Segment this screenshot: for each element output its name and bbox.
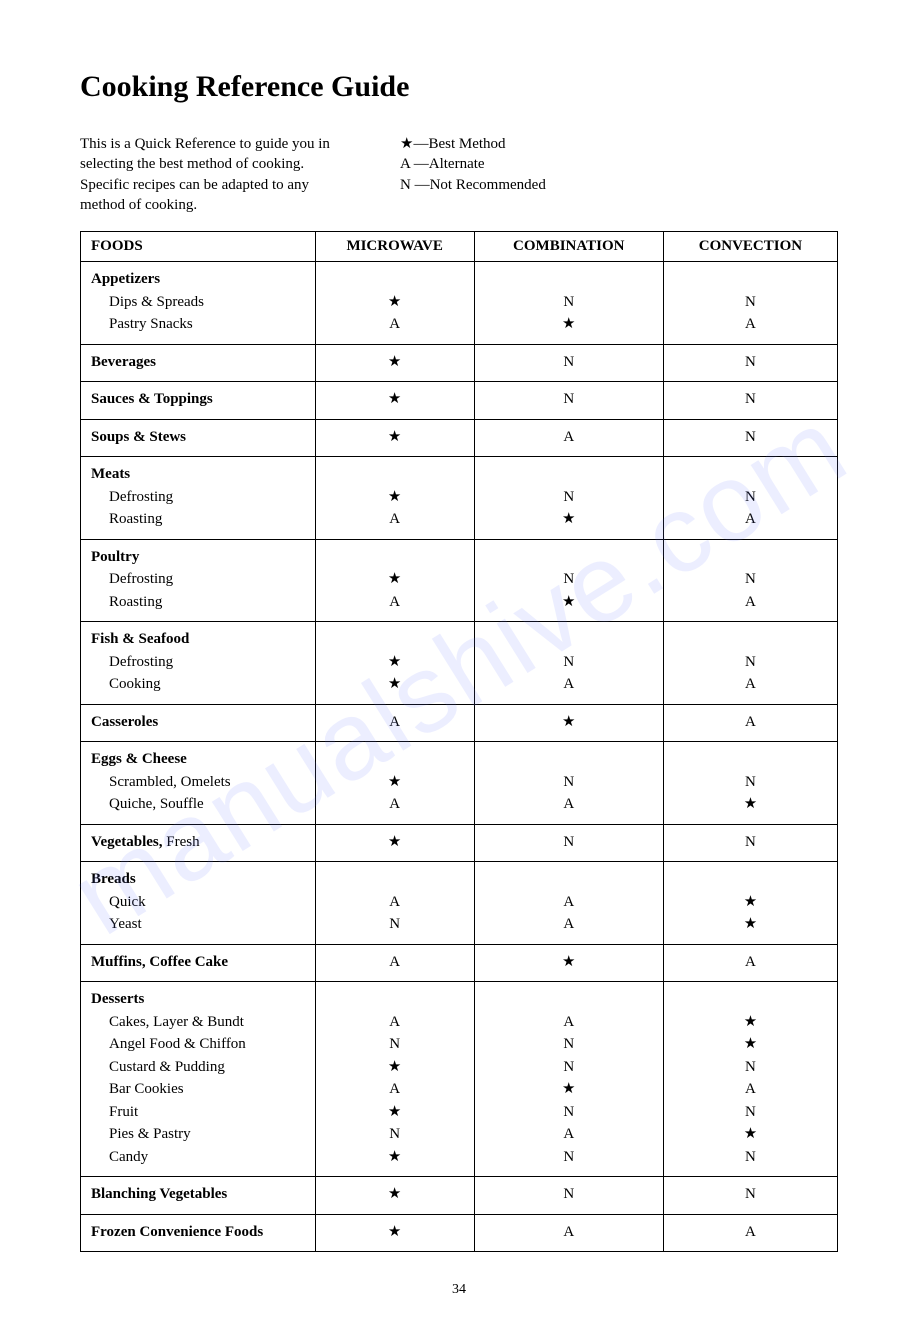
table-row: Beverages★NN bbox=[81, 344, 838, 382]
foods-cell: Fish & SeafoodDefrostingCooking bbox=[81, 622, 316, 705]
foods-cell: Vegetables, Fresh bbox=[81, 824, 316, 862]
table-header-row: FOODS MICROWAVE COMBINATION CONVECTION bbox=[81, 232, 838, 262]
col-convection: CONVECTION bbox=[663, 232, 837, 262]
table-cell: AN bbox=[315, 862, 474, 945]
table-cell: ★ bbox=[315, 344, 474, 382]
table-cell: NA bbox=[474, 742, 663, 825]
intro-block: This is a Quick Reference to guide you i… bbox=[80, 134, 838, 215]
col-combination: COMBINATION bbox=[474, 232, 663, 262]
col-microwave: MICROWAVE bbox=[315, 232, 474, 262]
table-cell: NA bbox=[663, 539, 837, 622]
table-row: Vegetables, Fresh★NN bbox=[81, 824, 838, 862]
table-cell: A bbox=[663, 704, 837, 742]
legend-row: N —Not Recommended bbox=[400, 175, 546, 195]
table-cell: N bbox=[474, 1177, 663, 1215]
table-cell: AN★A★N★ bbox=[315, 982, 474, 1177]
table-cell: ★★ bbox=[663, 862, 837, 945]
table-cell: ANN★NAN bbox=[474, 982, 663, 1177]
table-row: Fish & SeafoodDefrostingCooking ★★ NA NA bbox=[81, 622, 838, 705]
table-row: Blanching Vegetables★NN bbox=[81, 1177, 838, 1215]
page-number: 34 bbox=[80, 1282, 838, 1298]
foods-cell: DessertsCakes, Layer & BundtAngel Food &… bbox=[81, 982, 316, 1177]
table-cell: N★ bbox=[474, 539, 663, 622]
foods-cell: Beverages bbox=[81, 344, 316, 382]
table-cell: N bbox=[663, 382, 837, 420]
table-cell: ★ bbox=[315, 419, 474, 457]
foods-cell: Soups & Stews bbox=[81, 419, 316, 457]
foods-cell: Sauces & Toppings bbox=[81, 382, 316, 420]
table-cell: ★ bbox=[315, 824, 474, 862]
table-cell: ★ bbox=[315, 1177, 474, 1215]
table-cell: N bbox=[474, 344, 663, 382]
table-row: BreadsQuickYeast AN AA ★★ bbox=[81, 862, 838, 945]
table-cell: AA bbox=[474, 862, 663, 945]
legend-label: —Best Method bbox=[413, 136, 505, 152]
table-cell: ★ bbox=[315, 1214, 474, 1252]
table-row: Sauces & Toppings★NN bbox=[81, 382, 838, 420]
table-cell: NA bbox=[663, 622, 837, 705]
table-row: MeatsDefrostingRoasting ★A N★ NA bbox=[81, 457, 838, 540]
table-cell: ★A bbox=[315, 457, 474, 540]
foods-cell: PoultryDefrostingRoasting bbox=[81, 539, 316, 622]
table-cell: ★A bbox=[315, 539, 474, 622]
legend: ★—Best Method A —Alternate N —Not Recomm… bbox=[400, 134, 546, 215]
foods-cell: Frozen Convenience Foods bbox=[81, 1214, 316, 1252]
table-cell: N bbox=[663, 1177, 837, 1215]
foods-cell: BreadsQuickYeast bbox=[81, 862, 316, 945]
intro-text: This is a Quick Reference to guide you i… bbox=[80, 134, 340, 215]
col-foods: FOODS bbox=[81, 232, 316, 262]
table-cell: A bbox=[474, 1214, 663, 1252]
table-cell: N bbox=[474, 382, 663, 420]
legend-sym: A bbox=[400, 156, 410, 172]
table-cell: N bbox=[474, 824, 663, 862]
table-row: Frozen Convenience Foods★AA bbox=[81, 1214, 838, 1252]
table-row: DessertsCakes, Layer & BundtAngel Food &… bbox=[81, 982, 838, 1177]
table-cell: ★A bbox=[315, 262, 474, 345]
legend-sym: ★ bbox=[400, 136, 413, 152]
legend-label: —Alternate bbox=[410, 156, 485, 172]
table-cell: ★★NAN★N bbox=[663, 982, 837, 1177]
table-cell: ★ bbox=[474, 704, 663, 742]
table-cell: N★ bbox=[474, 262, 663, 345]
table-cell: N bbox=[663, 824, 837, 862]
table-row: AppetizersDips & SpreadsPastry Snacks ★A… bbox=[81, 262, 838, 345]
foods-cell: Eggs & CheeseScrambled, OmeletsQuiche, S… bbox=[81, 742, 316, 825]
table-cell: NA bbox=[663, 262, 837, 345]
table-cell: NA bbox=[474, 622, 663, 705]
table-cell: A bbox=[663, 944, 837, 982]
table-cell: A bbox=[474, 419, 663, 457]
table-cell: N★ bbox=[663, 742, 837, 825]
table-cell: A bbox=[315, 944, 474, 982]
legend-row: ★—Best Method bbox=[400, 134, 546, 154]
page-title: Cooking Reference Guide bbox=[80, 70, 838, 104]
table-cell: A bbox=[315, 704, 474, 742]
legend-label: —Not Recommended bbox=[411, 177, 546, 193]
table-cell: ★★ bbox=[315, 622, 474, 705]
table-row: Muffins, Coffee CakeA★A bbox=[81, 944, 838, 982]
foods-cell: MeatsDefrostingRoasting bbox=[81, 457, 316, 540]
table-row: Eggs & CheeseScrambled, OmeletsQuiche, S… bbox=[81, 742, 838, 825]
reference-table: FOODS MICROWAVE COMBINATION CONVECTION A… bbox=[80, 231, 838, 1252]
foods-cell: Casseroles bbox=[81, 704, 316, 742]
table-cell: N★ bbox=[474, 457, 663, 540]
table-row: PoultryDefrostingRoasting ★A N★ NA bbox=[81, 539, 838, 622]
table-row: CasserolesA★A bbox=[81, 704, 838, 742]
table-cell: ★ bbox=[315, 382, 474, 420]
table-cell: N bbox=[663, 344, 837, 382]
foods-cell: Muffins, Coffee Cake bbox=[81, 944, 316, 982]
legend-sym: N bbox=[400, 177, 411, 193]
table-cell: ★ bbox=[474, 944, 663, 982]
table-cell: A bbox=[663, 1214, 837, 1252]
legend-row: A —Alternate bbox=[400, 154, 546, 174]
table-cell: N bbox=[663, 419, 837, 457]
foods-cell: Blanching Vegetables bbox=[81, 1177, 316, 1215]
table-cell: ★A bbox=[315, 742, 474, 825]
table-row: Soups & Stews★AN bbox=[81, 419, 838, 457]
table-cell: NA bbox=[663, 457, 837, 540]
foods-cell: AppetizersDips & SpreadsPastry Snacks bbox=[81, 262, 316, 345]
